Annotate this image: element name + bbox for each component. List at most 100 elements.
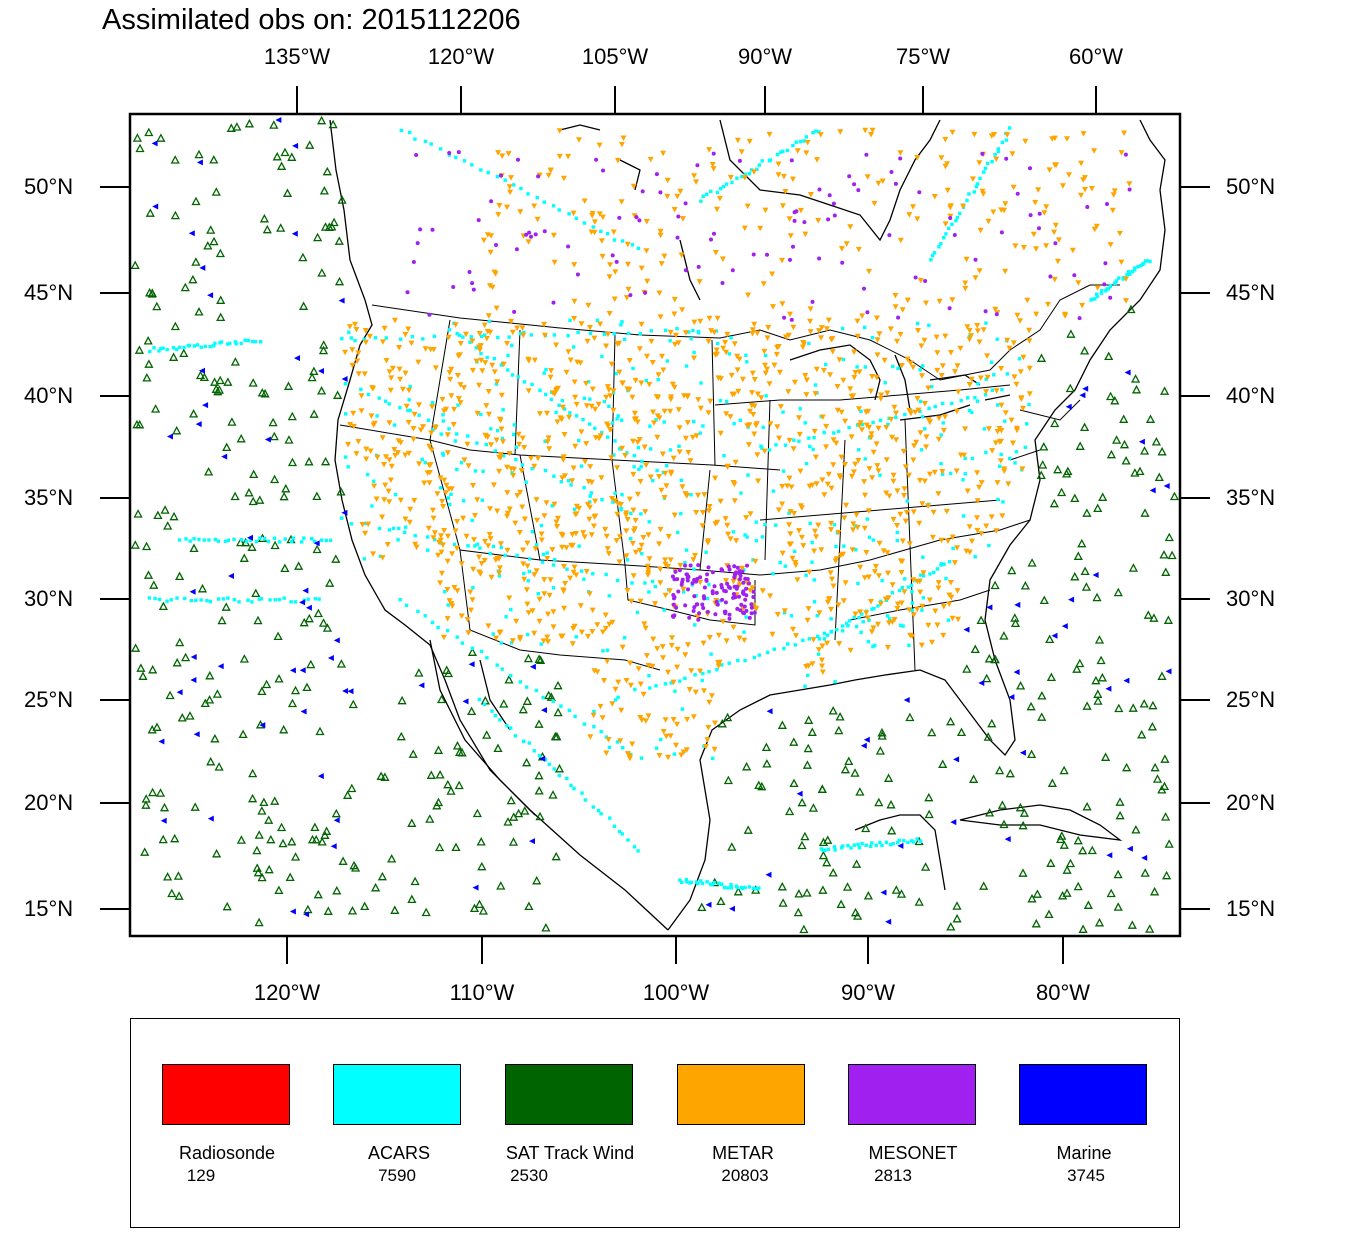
- metar-marker: [720, 345, 727, 352]
- acars-marker: [870, 335, 875, 340]
- metar-marker: [751, 377, 758, 383]
- metar-marker: [638, 265, 645, 272]
- mesonet-marker: [889, 170, 894, 174]
- metar-marker: [998, 428, 1005, 434]
- metar-marker: [614, 511, 621, 518]
- metar-marker: [1110, 192, 1117, 198]
- metar-marker: [1010, 184, 1017, 191]
- sat-track-wind-marker: [1137, 729, 1147, 739]
- metar-marker: [464, 441, 471, 448]
- metar-marker: [947, 203, 954, 209]
- acars-marker: [814, 129, 818, 133]
- sat-track-wind-marker: [230, 357, 240, 366]
- acars-marker: [509, 726, 513, 730]
- acars-marker: [346, 465, 350, 469]
- sat-track-wind-marker: [1139, 699, 1149, 708]
- mesonet-marker: [735, 565, 740, 570]
- metar-marker: [452, 322, 459, 328]
- metar-marker: [871, 569, 878, 575]
- metar-marker: [875, 468, 882, 474]
- metar-obs: [342, 127, 1133, 762]
- acars-marker: [443, 590, 447, 594]
- acars-marker: [1141, 261, 1146, 266]
- marine-marker: [160, 817, 167, 824]
- metar-marker: [915, 328, 921, 334]
- sat-track-wind-marker: [697, 902, 707, 912]
- metar-marker: [476, 569, 483, 575]
- metar-marker: [572, 394, 579, 401]
- metar-marker: [630, 438, 637, 445]
- metar-marker: [906, 607, 913, 613]
- marine-marker: [188, 230, 195, 237]
- acars-marker: [254, 539, 259, 544]
- metar-marker: [807, 329, 814, 335]
- metar-marker: [479, 368, 486, 374]
- metar-marker: [753, 422, 759, 429]
- metar-marker: [774, 612, 781, 618]
- metar-marker: [717, 498, 724, 505]
- metar-marker: [670, 717, 677, 723]
- sat-track-wind-marker: [828, 706, 838, 715]
- sat-track-wind-marker: [523, 653, 533, 663]
- acars-marker: [512, 183, 516, 187]
- metar-marker: [430, 535, 437, 541]
- metar-marker: [461, 385, 467, 391]
- acars-marker: [813, 383, 818, 387]
- sat-track-wind-marker: [454, 780, 464, 790]
- acars-marker: [939, 562, 943, 566]
- acars-marker: [551, 563, 556, 567]
- metar-marker: [957, 345, 964, 352]
- metar-marker: [591, 335, 598, 342]
- sat-track-wind-marker: [477, 861, 487, 871]
- sat-track-wind-marker: [979, 881, 989, 890]
- metar-marker: [929, 639, 935, 646]
- acars-marker: [538, 388, 542, 392]
- metar-marker: [388, 375, 395, 381]
- metar-marker: [644, 353, 650, 360]
- acars-marker: [175, 347, 179, 352]
- metar-marker: [706, 699, 713, 706]
- metar-marker: [672, 341, 678, 348]
- metar-marker: [1033, 311, 1040, 318]
- sat-track-wind-marker: [397, 695, 407, 705]
- metar-marker: [599, 253, 606, 260]
- sat-track-wind-marker: [260, 388, 270, 398]
- sat-track-wind-marker: [785, 806, 795, 816]
- metar-marker: [650, 409, 656, 415]
- legend-count-metar: 20803: [721, 1166, 769, 1185]
- mesonet-marker: [733, 571, 738, 576]
- mesonet-marker: [852, 182, 857, 187]
- metar-marker: [474, 410, 481, 417]
- mesonet-marker: [524, 232, 529, 237]
- sat-track-wind-marker: [299, 617, 309, 627]
- metar-marker: [942, 333, 949, 340]
- sat-track-wind-marker: [1062, 865, 1072, 874]
- sat-track-wind-marker: [170, 155, 180, 164]
- mesonet-marker: [637, 218, 642, 223]
- acars-marker: [895, 841, 900, 845]
- acars-marker: [915, 837, 919, 841]
- metar-marker: [953, 408, 960, 415]
- marine-marker: [950, 819, 957, 826]
- acars-marker: [768, 158, 773, 162]
- acars-marker: [625, 558, 630, 562]
- metar-marker: [1020, 405, 1026, 412]
- metar-marker: [618, 141, 625, 148]
- acars-marker: [317, 597, 321, 601]
- acars-marker: [572, 786, 576, 791]
- metar-marker: [435, 539, 442, 546]
- metar-marker: [408, 340, 415, 347]
- acars-marker: [928, 572, 932, 576]
- metar-marker: [486, 411, 492, 418]
- acars-marker: [626, 838, 630, 842]
- metar-marker: [1066, 172, 1072, 178]
- metar-marker: [926, 597, 933, 603]
- metar-marker: [966, 524, 973, 530]
- metar-marker: [931, 194, 938, 200]
- acars-marker: [804, 573, 808, 577]
- acars-marker: [951, 546, 955, 551]
- acars-marker: [815, 634, 820, 638]
- metar-marker: [1026, 338, 1033, 344]
- metar-marker: [723, 411, 730, 417]
- acars-marker: [653, 584, 657, 589]
